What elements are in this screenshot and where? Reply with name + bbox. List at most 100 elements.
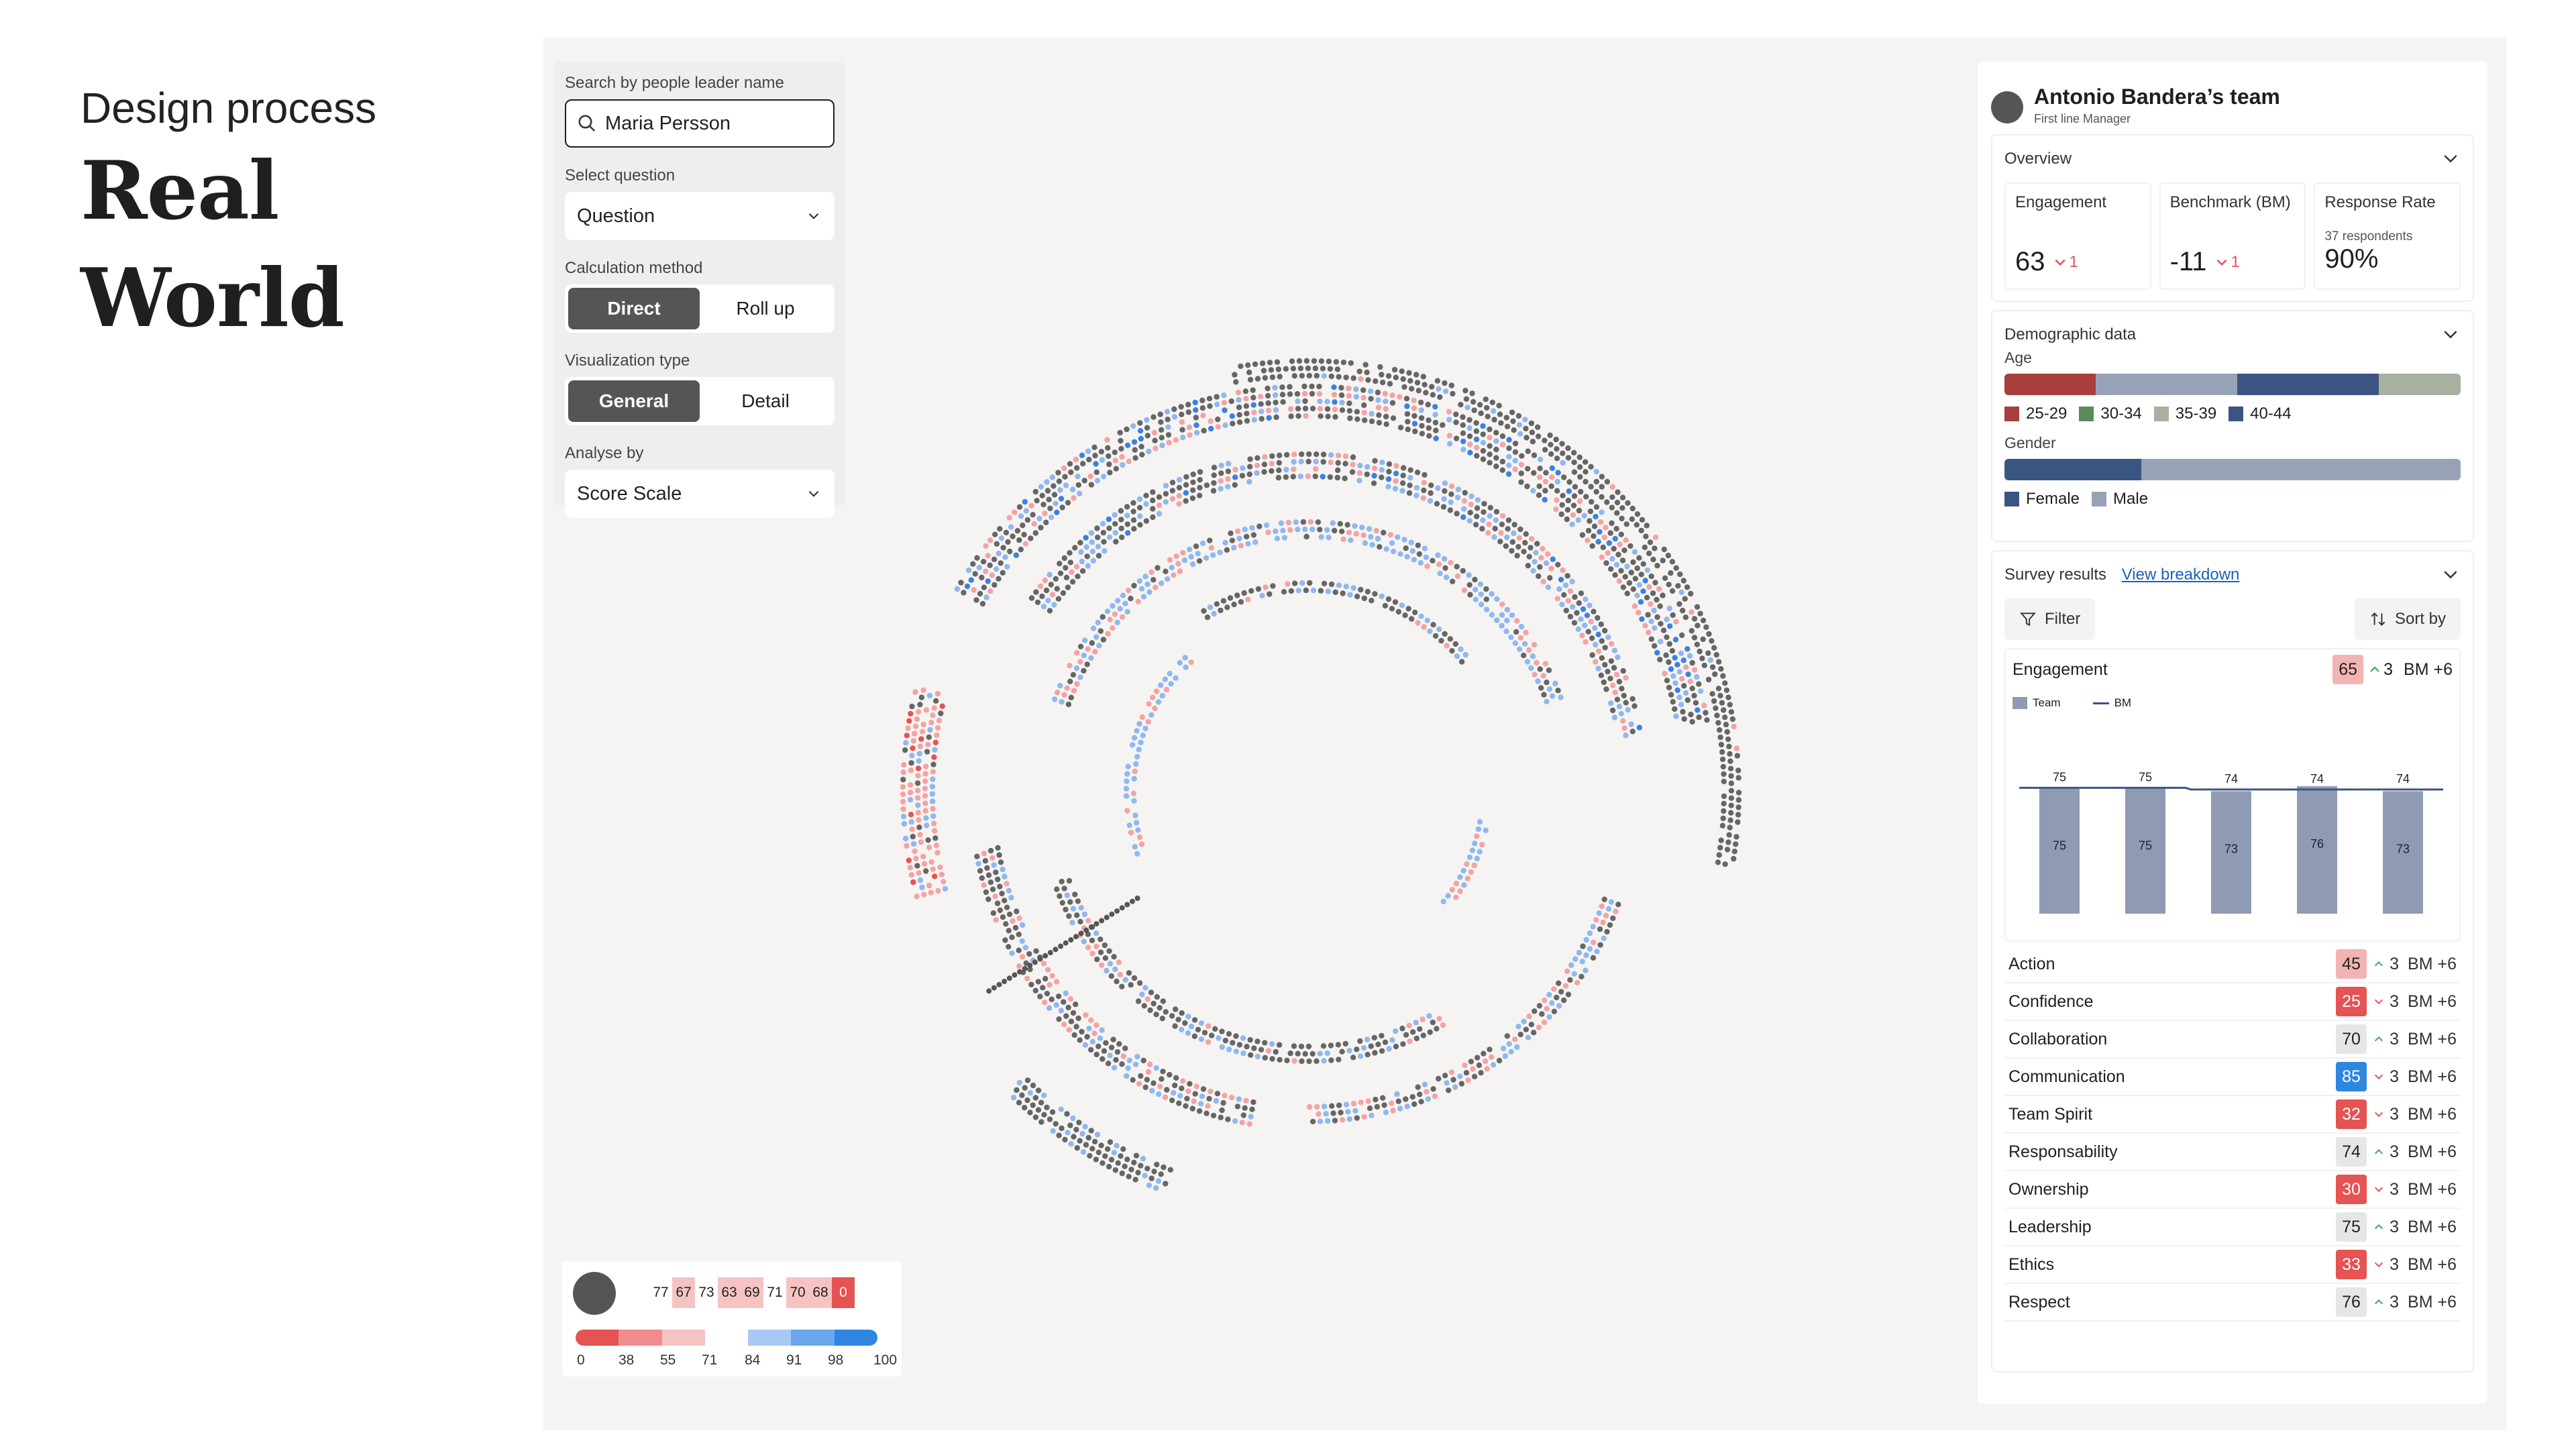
- metric-row[interactable]: Ownership 30 3 BM +6: [2004, 1171, 2461, 1209]
- score-dot: [989, 855, 996, 861]
- question-select[interactable]: Question: [565, 192, 835, 240]
- score-dot: [1073, 1002, 1079, 1008]
- score-dot: [1452, 641, 1458, 647]
- score-dot: [1066, 1027, 1072, 1033]
- score-dot: [1687, 678, 1693, 684]
- score-dot: [1339, 529, 1345, 535]
- score-dot: [1368, 396, 1374, 402]
- score-dot: [1588, 619, 1594, 625]
- score-dot: [1691, 635, 1698, 641]
- score-dot: [1232, 372, 1238, 378]
- score-dot: [1229, 413, 1235, 419]
- score-dot: [1126, 970, 1132, 976]
- calc-option-rollup[interactable]: Roll up: [736, 298, 795, 319]
- score-dot: [1541, 692, 1547, 698]
- score-dot: [1312, 365, 1319, 372]
- score-dot: [1453, 411, 1459, 417]
- score-dot: [1421, 1081, 1428, 1087]
- viz-option-general[interactable]: General: [568, 380, 700, 422]
- score-dot: [1618, 710, 1624, 717]
- score-dot: [1464, 875, 1471, 881]
- score-dot: [1122, 1045, 1128, 1051]
- score-dot: [1556, 1003, 1562, 1009]
- score-dot: [1656, 586, 1662, 592]
- score-dot: [1567, 614, 1574, 620]
- score-dot: [1261, 462, 1268, 468]
- metric-row[interactable]: Communication 85 3 BM +6: [2004, 1059, 2461, 1096]
- metric-row[interactable]: Action 45 3 BM +6: [2004, 946, 2461, 983]
- score-dot: [1599, 554, 1605, 560]
- score-dot: [1038, 1099, 1044, 1106]
- viz-option-detail[interactable]: Detail: [741, 390, 790, 411]
- score-dot: [1460, 568, 1466, 574]
- score-dot: [1245, 362, 1251, 368]
- metric-score-badge: 25: [2336, 987, 2367, 1016]
- score-dot: [1177, 1093, 1183, 1099]
- score-dot: [1375, 405, 1382, 411]
- metric-row[interactable]: Ethics 33 3 BM +6: [2004, 1246, 2461, 1284]
- calc-option-direct[interactable]: Direct: [568, 288, 700, 329]
- metric-row[interactable]: Collaboration 70 3 BM +6: [2004, 1021, 2461, 1059]
- score-dot: [1487, 451, 1493, 458]
- analyse-select[interactable]: Score Scale: [565, 470, 835, 518]
- score-dot: [1462, 1062, 1468, 1069]
- score-dot: [997, 883, 1003, 890]
- score-dot: [1320, 366, 1326, 372]
- score-dot: [983, 594, 989, 600]
- score-dot: [1393, 478, 1399, 484]
- score-dot: [1408, 539, 1414, 545]
- sort-button[interactable]: Sort by: [2354, 598, 2461, 640]
- score-dot: [1088, 1046, 1094, 1053]
- metric-row[interactable]: Respect 76 3 BM +6: [2004, 1284, 2461, 1322]
- bm-line: [2019, 786, 2443, 791]
- score-dot: [1403, 545, 1409, 551]
- score-dot: [1407, 482, 1413, 488]
- score-dot: [1684, 584, 1690, 590]
- score-dot: [1579, 532, 1586, 538]
- score-dot: [1120, 1146, 1126, 1152]
- metric-row[interactable]: Responsability 74 3 BM +6: [2004, 1134, 2461, 1171]
- score-dot: [1731, 855, 1737, 862]
- score-dot: [922, 786, 928, 792]
- score-dot: [1008, 524, 1014, 530]
- score-dot: [1531, 1030, 1537, 1036]
- score-dot: [1613, 561, 1620, 568]
- view-breakdown-link[interactable]: View breakdown: [2121, 566, 2240, 584]
- overview-header[interactable]: Overview: [2004, 136, 2461, 182]
- score-dot: [1523, 629, 1529, 636]
- score-dot: [922, 808, 928, 814]
- score-dot: [1058, 943, 1064, 949]
- score-dot: [1399, 368, 1405, 374]
- score-dot: [1723, 721, 1729, 728]
- filter-button[interactable]: Filter: [2004, 598, 2096, 640]
- score-dot: [1720, 763, 1727, 770]
- search-input[interactable]: Maria Persson: [565, 99, 835, 148]
- filter-label: Filter: [2045, 610, 2081, 628]
- score-dot: [1016, 947, 1022, 953]
- engagement-kpi-value: 63: [2015, 247, 2045, 276]
- score-dot: [1368, 1112, 1375, 1119]
- score-dot: [1032, 1114, 1039, 1120]
- score-dot: [1165, 432, 1172, 438]
- chevron-down-icon[interactable]: [2440, 565, 2461, 585]
- score-dot: [1472, 596, 1479, 602]
- metric-row[interactable]: Leadership 75 3 BM +6: [2004, 1209, 2461, 1246]
- metric-row[interactable]: Confidence 25 3 BM +6: [2004, 983, 2461, 1021]
- score-dot: [1317, 1118, 1324, 1124]
- demographic-header[interactable]: Demographic data: [2004, 311, 2461, 358]
- score-dot: [1426, 433, 1432, 439]
- score-dot: [1578, 973, 1585, 980]
- score-dot: [1389, 400, 1396, 406]
- score-dot: [1078, 930, 1084, 936]
- score-dot: [1321, 1058, 1327, 1064]
- metric-row[interactable]: Team Spirit 32 3 BM +6: [2004, 1096, 2461, 1134]
- score-dot: [1403, 1032, 1409, 1038]
- question-value: Question: [577, 205, 655, 227]
- score-dot: [1410, 1029, 1416, 1035]
- page-heading: Design process Real World: [80, 83, 376, 347]
- score-dot: [918, 694, 925, 700]
- score-dot: [1153, 688, 1160, 694]
- score-dot: [1012, 924, 1019, 931]
- score-dot: [1404, 1104, 1410, 1110]
- radial-dot-visualization[interactable]: [845, 282, 1798, 1275]
